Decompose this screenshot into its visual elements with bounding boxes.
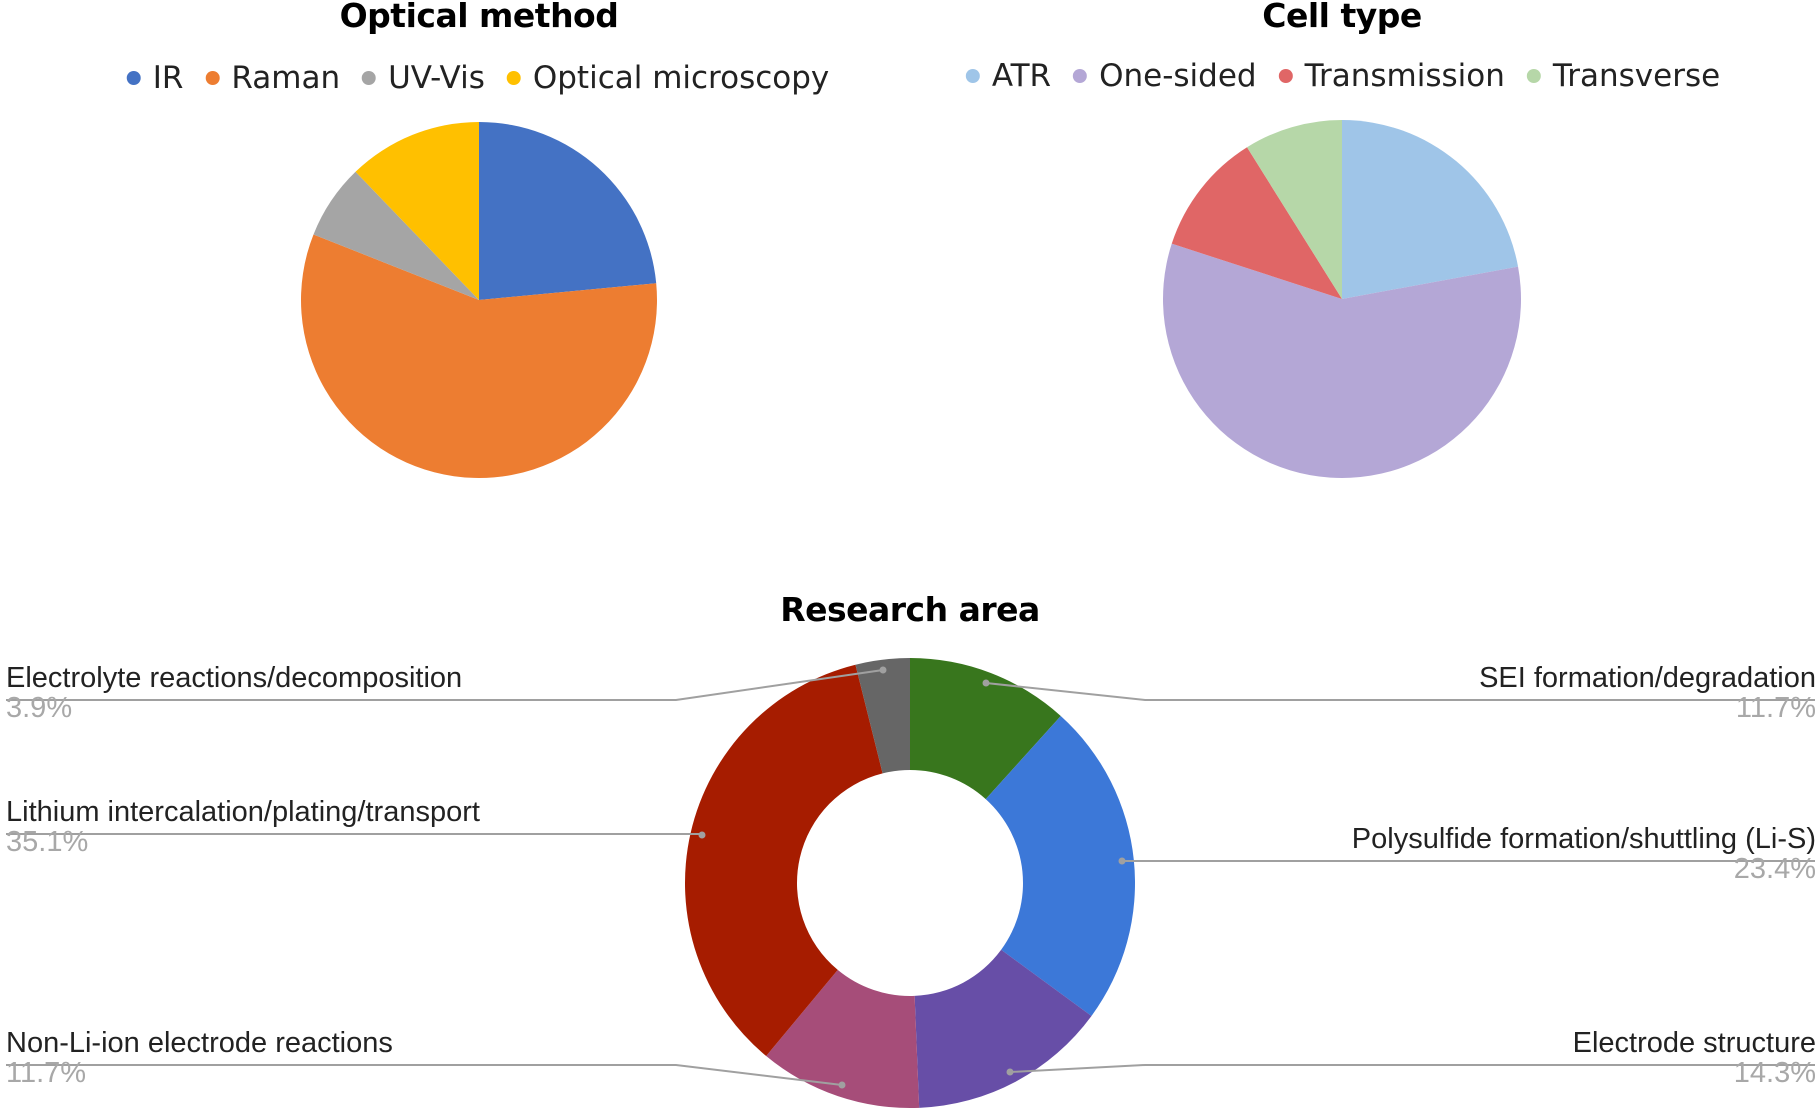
slice-lithium-intercalation-plating-transport bbox=[685, 664, 883, 1057]
legend-dot-icon bbox=[965, 69, 980, 83]
leader-line-sei bbox=[985, 682, 1815, 701]
legend-item-uv-vis: UV-Vis bbox=[362, 60, 485, 96]
legend-label: Transverse bbox=[1552, 58, 1721, 94]
legend-label: Optical microscopy bbox=[532, 60, 830, 96]
legend-label: ATR bbox=[991, 58, 1052, 94]
legend-label: Transmission bbox=[1304, 58, 1505, 94]
label-name: Non-Li-ion electrode reactions bbox=[6, 1027, 393, 1059]
legend-item-atr: ATR bbox=[965, 58, 1052, 94]
slice-transmission bbox=[1171, 147, 1342, 299]
legend-dot-icon bbox=[126, 71, 141, 85]
slice-sei-formation-degradation bbox=[910, 658, 1061, 800]
slice-optical-microscopy bbox=[355, 121, 479, 300]
leader-line-electrolyte bbox=[6, 669, 884, 701]
optical-method-pie bbox=[301, 121, 657, 478]
slice-uv-vis bbox=[313, 171, 479, 300]
cell-type-pie bbox=[1162, 120, 1522, 478]
leader-dot-electrolyte bbox=[879, 666, 887, 674]
optical-method-legend: IR Raman UV-Vis Optical microscopy bbox=[126, 60, 830, 96]
slice-electrode-structure bbox=[914, 949, 1092, 1108]
slice-non-li-ion-electrode-reactions bbox=[766, 969, 920, 1108]
label-percent: 23.4% bbox=[1733, 853, 1816, 885]
legend-item-transmission: Transmission bbox=[1278, 58, 1505, 94]
label-name: SEI formation/degradation bbox=[1479, 662, 1816, 694]
leader-dot-sei bbox=[982, 679, 990, 687]
slice-polysulfide-formation-shuttling-li-s bbox=[985, 715, 1135, 1016]
legend-dot-icon bbox=[1278, 69, 1293, 83]
legend-label: One-sided bbox=[1099, 58, 1257, 94]
label-name: Electrolyte reactions/decomposition bbox=[6, 662, 463, 694]
optical-method-title: Optical method bbox=[339, 0, 619, 35]
cell-type-legend: ATR One-sided Transmission Transverse bbox=[965, 58, 1721, 94]
legend-item-raman: Raman bbox=[205, 60, 340, 96]
legend-dot-icon bbox=[1073, 69, 1088, 83]
legend-dot-icon bbox=[506, 71, 521, 85]
label-percent: 3.9% bbox=[6, 692, 73, 724]
legend-item-optical-microscopy: Optical microscopy bbox=[506, 60, 830, 96]
leader-dot-polysulfide bbox=[1118, 857, 1126, 865]
legend-label: UV-Vis bbox=[388, 60, 485, 96]
legend-item-one-sided: One-sided bbox=[1073, 58, 1257, 94]
label-percent: 35.1% bbox=[6, 826, 89, 858]
research-area-donut bbox=[685, 658, 1135, 1108]
slice-electrolyte-reactions-decomposition bbox=[855, 658, 910, 774]
legend-item-ir: IR bbox=[126, 60, 184, 96]
legend-item-transverse: Transverse bbox=[1526, 58, 1721, 94]
label-percent: 11.7% bbox=[6, 1057, 87, 1089]
legend-dot-icon bbox=[362, 71, 377, 85]
leader-dot-non-li bbox=[838, 1081, 846, 1089]
slice-transverse bbox=[1247, 120, 1342, 299]
label-percent: 11.7% bbox=[1735, 692, 1816, 724]
label-sei: SEI formation/degradation 11.7% bbox=[1479, 662, 1816, 724]
legend-dot-icon bbox=[1526, 69, 1541, 83]
legend-label: Raman bbox=[231, 60, 341, 96]
slice-atr bbox=[1342, 120, 1519, 299]
leader-dot-lithium bbox=[698, 831, 706, 839]
slice-raman bbox=[301, 234, 657, 478]
leader-line-electrode bbox=[1009, 1064, 1815, 1073]
leader-dot-electrode bbox=[1006, 1068, 1014, 1076]
slice-ir bbox=[479, 122, 657, 300]
leader-line-non-li bbox=[6, 1064, 843, 1086]
label-percent: 14.3% bbox=[1733, 1057, 1816, 1089]
label-polysulfide: Polysulfide formation/shuttling (Li-S) 2… bbox=[1352, 823, 1816, 885]
label-name: Electrode structure bbox=[1572, 1027, 1816, 1059]
research-area-leader-lines bbox=[6, 666, 1815, 1089]
label-lithium: Lithium intercalation/plating/transport … bbox=[6, 796, 480, 858]
cell-type-title: Cell type bbox=[1262, 0, 1422, 35]
label-name: Lithium intercalation/plating/transport bbox=[6, 796, 480, 828]
label-electrode-structure: Electrode structure 14.3% bbox=[1573, 1027, 1816, 1089]
label-name: Polysulfide formation/shuttling (Li-S) bbox=[1351, 823, 1816, 855]
legend-label: IR bbox=[152, 60, 184, 96]
legend-dot-icon bbox=[205, 71, 220, 85]
label-electrolyte: Electrolyte reactions/decomposition 3.9% bbox=[6, 662, 462, 724]
label-non-li-ion: Non-Li-ion electrode reactions 11.7% bbox=[6, 1027, 393, 1089]
slice-one-sided bbox=[1162, 243, 1522, 478]
research-area-title: Research area bbox=[780, 590, 1040, 629]
